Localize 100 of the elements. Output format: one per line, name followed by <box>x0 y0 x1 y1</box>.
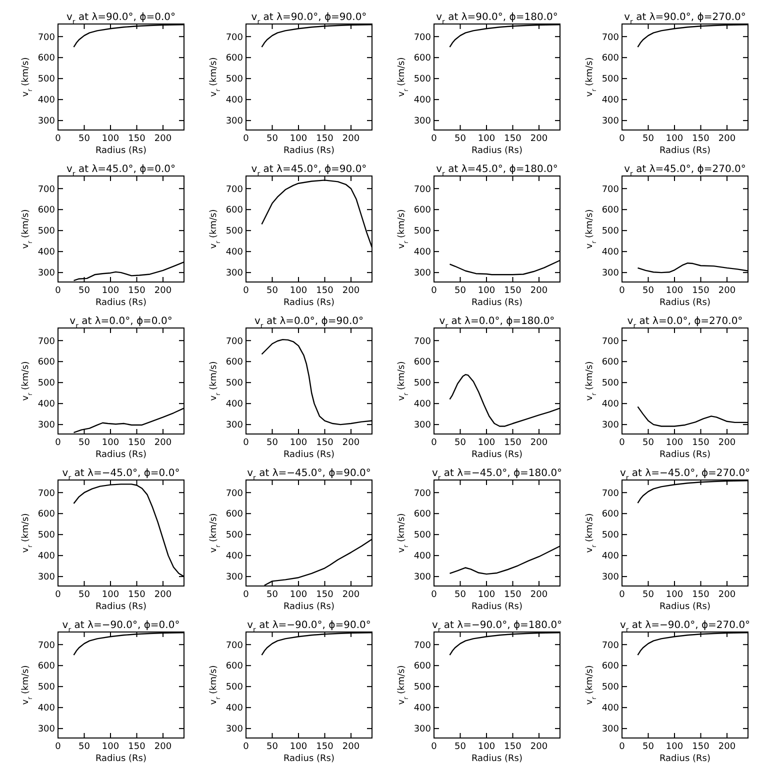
y-tick-label: 500 <box>38 74 56 85</box>
x-tick-label: 50 <box>642 286 654 296</box>
x-tick-label: 150 <box>128 134 146 144</box>
x-tick-label: 100 <box>666 286 684 296</box>
y-tick-label: 700 <box>414 32 432 43</box>
y-tick-label: 300 <box>602 572 620 583</box>
x-tick-label: 50 <box>454 590 466 600</box>
y-tick-label: 500 <box>414 682 432 693</box>
y-tick-label: 700 <box>226 640 244 651</box>
x-tick-label: 100 <box>666 742 684 752</box>
y-tick-label: 500 <box>414 74 432 85</box>
x-tick-label: 150 <box>128 438 146 448</box>
x-tick-label: 100 <box>478 438 496 448</box>
x-tick-label: 200 <box>718 742 736 752</box>
y-tick-label: 400 <box>38 400 56 410</box>
x-tick-label: 0 <box>243 590 250 600</box>
x-axis-title: Radius (Rs) <box>95 450 147 460</box>
x-tick-label: 100 <box>102 590 120 600</box>
y-tick-label: 700 <box>602 488 620 499</box>
y-tick-label: 300 <box>602 724 620 735</box>
x-tick-label: 200 <box>342 742 360 752</box>
y-tick-label: 300 <box>38 572 56 583</box>
y-tick-label: 600 <box>226 54 244 64</box>
x-axis-title: Radius (Rs) <box>95 754 147 764</box>
y-tick-label: 500 <box>226 378 244 389</box>
y-tick-label: 500 <box>38 378 56 389</box>
x-axis-title: Radius (Rs) <box>283 754 335 764</box>
x-tick-label: 50 <box>642 134 654 144</box>
x-tick-label: 50 <box>78 286 90 296</box>
x-tick-label: 50 <box>266 742 278 752</box>
y-tick-label: 300 <box>226 116 244 127</box>
y-tick-label: 300 <box>38 724 56 735</box>
y-tick-label: 700 <box>38 488 56 499</box>
y-tick-label: 400 <box>602 704 620 714</box>
y-tick-label: 600 <box>38 206 56 216</box>
x-tick-label: 0 <box>243 742 250 752</box>
x-tick-label: 200 <box>530 438 548 448</box>
x-tick-label: 200 <box>718 590 736 600</box>
y-tick-label: 700 <box>226 184 244 195</box>
y-tick-label: 400 <box>38 96 56 106</box>
y-tick-label: 300 <box>226 724 244 735</box>
x-axis-title: Radius (Rs) <box>659 298 711 308</box>
y-tick-label: 400 <box>602 400 620 410</box>
y-tick-label: 300 <box>414 572 432 583</box>
x-tick-label: 150 <box>692 590 710 600</box>
y-tick-label: 600 <box>38 510 56 520</box>
y-tick-label: 500 <box>38 682 56 693</box>
x-tick-label: 150 <box>504 134 522 144</box>
x-tick-label: 150 <box>504 286 522 296</box>
y-tick-label: 500 <box>226 682 244 693</box>
y-tick-label: 700 <box>226 488 244 499</box>
y-tick-label: 700 <box>414 184 432 195</box>
x-axis-title: Radius (Rs) <box>659 754 711 764</box>
y-tick-label: 300 <box>38 116 56 127</box>
y-tick-label: 300 <box>602 116 620 127</box>
x-tick-label: 100 <box>102 742 120 752</box>
x-tick-label: 150 <box>692 438 710 448</box>
x-axis-title: Radius (Rs) <box>471 298 523 308</box>
y-tick-label: 700 <box>226 32 244 43</box>
x-tick-label: 0 <box>431 134 438 144</box>
y-tick-label: 600 <box>226 358 244 368</box>
x-tick-label: 50 <box>266 286 278 296</box>
x-tick-label: 200 <box>718 286 736 296</box>
y-tick-label: 600 <box>38 54 56 64</box>
y-tick-label: 700 <box>414 488 432 499</box>
x-tick-label: 100 <box>478 286 496 296</box>
y-tick-label: 600 <box>414 54 432 64</box>
y-tick-label: 500 <box>602 74 620 85</box>
y-tick-label: 400 <box>414 96 432 106</box>
x-tick-label: 200 <box>154 438 172 448</box>
y-tick-label: 400 <box>602 248 620 258</box>
y-tick-label: 500 <box>602 226 620 237</box>
y-tick-label: 600 <box>414 662 432 672</box>
x-tick-label: 100 <box>666 590 684 600</box>
x-tick-label: 0 <box>431 438 438 448</box>
y-tick-label: 700 <box>38 184 56 195</box>
x-tick-label: 150 <box>504 742 522 752</box>
x-tick-label: 100 <box>666 438 684 448</box>
y-tick-label: 500 <box>602 682 620 693</box>
x-tick-label: 150 <box>692 742 710 752</box>
y-tick-label: 300 <box>226 572 244 583</box>
y-tick-label: 500 <box>414 378 432 389</box>
x-axis-title: Radius (Rs) <box>283 146 335 156</box>
x-tick-label: 200 <box>530 134 548 144</box>
x-axis-title: Radius (Rs) <box>471 754 523 764</box>
y-tick-label: 300 <box>414 268 432 279</box>
y-tick-label: 300 <box>38 268 56 279</box>
x-axis-title: Radius (Rs) <box>95 146 147 156</box>
y-tick-label: 400 <box>226 704 244 714</box>
x-tick-label: 200 <box>530 742 548 752</box>
x-tick-label: 200 <box>154 590 172 600</box>
x-axis-title: Radius (Rs) <box>471 146 523 156</box>
x-tick-label: 150 <box>316 286 334 296</box>
y-tick-label: 600 <box>38 662 56 672</box>
x-tick-label: 200 <box>342 438 360 448</box>
x-tick-label: 200 <box>342 590 360 600</box>
x-tick-label: 0 <box>243 438 250 448</box>
x-tick-label: 0 <box>55 286 62 296</box>
x-tick-label: 200 <box>718 438 736 448</box>
y-tick-label: 600 <box>414 510 432 520</box>
